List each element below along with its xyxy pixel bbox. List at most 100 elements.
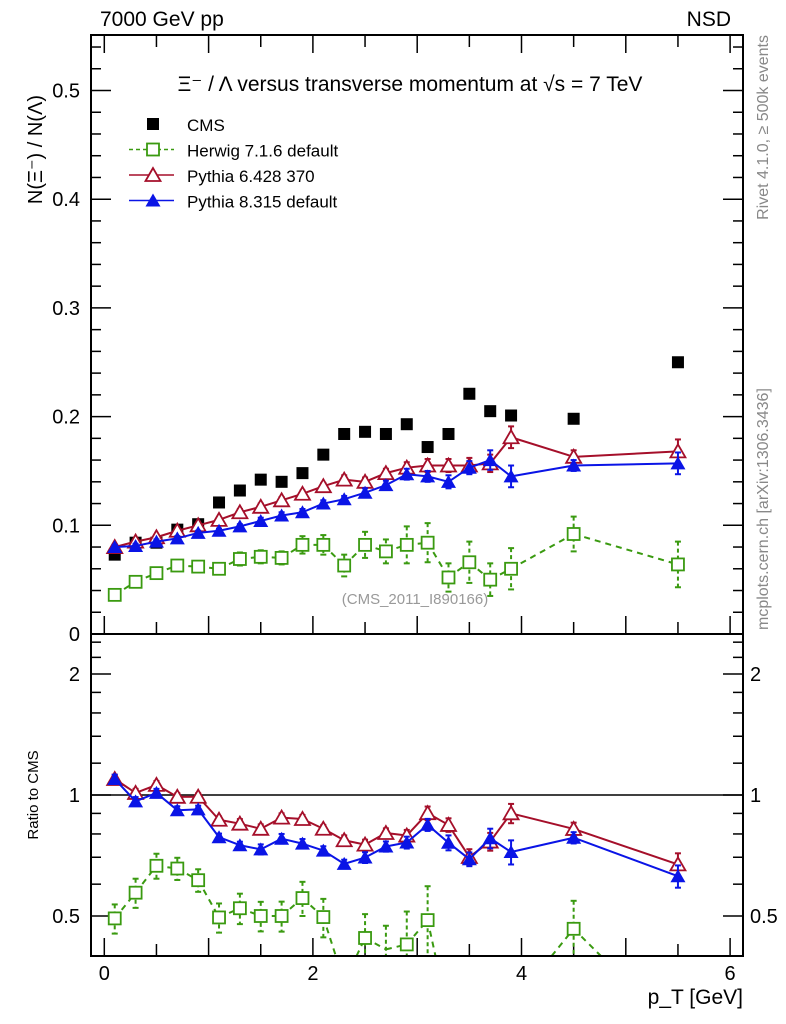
herwig-7-1-6-default-point xyxy=(170,558,185,573)
pythia-8-315-default-ratio-point xyxy=(399,835,415,849)
pythia-8-315-default-point xyxy=(274,508,290,522)
herwig-7-1-6-default-point xyxy=(253,549,268,564)
pythia-8-315-default-ratio-point xyxy=(315,843,331,857)
pythia-8-315-default-line-segment xyxy=(573,462,678,467)
x-tick-label: 0 xyxy=(99,963,110,985)
pythia-8-315-default-line-segment xyxy=(573,836,679,878)
chart-title: Ξ⁻ / Λ versus transverse momentum at √s … xyxy=(178,73,643,96)
pythia-8-315-default-ratio-point xyxy=(128,794,144,808)
herwig-7-1-6-default-point xyxy=(337,558,352,573)
ratio-panel-frame xyxy=(90,633,744,957)
legend-marker-pythia-6-428-370 xyxy=(143,166,163,182)
pythia-6-428-370-point xyxy=(293,484,312,501)
pythia-8-315-default-point xyxy=(253,513,269,527)
herwig-7-1-6-default-line-segment xyxy=(510,533,575,570)
herwig-7-1-6-default-ratio-point xyxy=(253,909,268,923)
herwig-7-1-6-default-point xyxy=(399,537,414,552)
pythia-6-428-370-point xyxy=(251,498,270,514)
pythia-6-428-370-ratio-point xyxy=(314,819,333,836)
ratio-tick-label-right: 0.5 xyxy=(750,906,778,928)
pythia-6-428-370-ratio-point xyxy=(168,788,187,804)
pythia-8-315-default-point xyxy=(190,525,206,539)
cms-point xyxy=(338,427,351,440)
mcplots-note: mcplots.cern.ch [arXiv:1306.3436] xyxy=(755,388,772,630)
ratio-tick-label: 2 xyxy=(69,664,80,686)
herwig-7-1-6-default-point xyxy=(420,535,435,550)
pythia-8-315-default-line-segment xyxy=(510,836,574,853)
legend-label-pythia-6-428-370: Pythia 6.428 370 xyxy=(187,167,315,186)
header-left: 7000 GeV pp xyxy=(100,8,224,31)
pythia-8-315-default-ratio-point xyxy=(566,830,582,844)
herwig-7-1-6-default-point xyxy=(107,587,122,602)
cms-point xyxy=(213,496,226,509)
x-axis-label: p_T [GeV] xyxy=(648,986,743,1009)
cms-point xyxy=(671,356,684,369)
pythia-8-315-default-ratio-point xyxy=(420,817,436,831)
pythia-8-315-default-point xyxy=(440,474,456,488)
pythia-8-315-default-point xyxy=(128,538,144,552)
herwig-7-1-6-default-line-segment xyxy=(385,943,407,951)
herwig-7-1-6-default-point xyxy=(232,552,247,566)
herwig-7-1-6-default-ratio-point xyxy=(316,910,331,924)
herwig-7-1-6-default-ratio-point xyxy=(149,858,164,873)
pythia-6-428-370-ratio-point xyxy=(251,820,270,836)
pythia-6-428-370-point xyxy=(335,470,354,487)
ratio-axis-label: Ratio to CMS xyxy=(25,750,42,839)
herwig-7-1-6-default-point xyxy=(149,566,164,581)
herwig-7-1-6-default-point xyxy=(462,555,477,570)
y-tick-label: 0.2 xyxy=(52,407,80,429)
cms-point xyxy=(442,427,455,440)
pythia-6-428-370-line-segment xyxy=(573,828,679,866)
pythia-8-315-default-line-segment xyxy=(510,464,574,478)
pythia-8-315-default-ratio-point xyxy=(503,845,519,859)
herwig-7-1-6-default-point xyxy=(483,572,498,587)
pythia-6-428-370-point xyxy=(502,428,521,445)
y-tick-label: 0 xyxy=(69,624,80,646)
herwig-7-1-6-default-line-segment xyxy=(550,928,575,957)
rivet-note: Rivet 4.1.0, ≥ 500k events xyxy=(755,35,772,220)
pythia-6-428-370-ratio-point xyxy=(335,831,354,848)
herwig-7-1-6-default-point xyxy=(441,570,456,585)
legend-label-cms: CMS xyxy=(187,116,225,135)
pythia-8-315-default-point xyxy=(148,534,164,548)
pythia-6-428-370-line-segment xyxy=(510,436,574,458)
herwig-7-1-6-default-point xyxy=(274,551,289,565)
pythia-8-315-default-ratio-point xyxy=(336,856,352,870)
cms-point xyxy=(379,427,392,440)
pythia-6-428-370-line-segment xyxy=(573,450,679,458)
pythia-8-315-default-ratio-point xyxy=(211,830,227,844)
x-tick-label: 2 xyxy=(307,963,318,985)
herwig-7-1-6-default-ratio-point xyxy=(212,910,226,925)
pythia-8-315-default-point xyxy=(357,485,373,499)
herwig-7-1-6-default-ratio-point xyxy=(274,909,289,923)
herwig-7-1-6-default-ratio-point xyxy=(295,891,310,905)
legend-label-pythia-8-315-default: Pythia 8.315 default xyxy=(187,193,338,212)
pythia-6-428-370-line-segment xyxy=(510,812,574,830)
cms-point xyxy=(463,387,476,400)
cms-point xyxy=(296,467,309,480)
ratio-tick-label: 0.5 xyxy=(52,906,80,928)
pythia-8-315-default-point xyxy=(378,478,394,492)
cms-point xyxy=(484,405,497,418)
pythia-8-315-default-ratio-point xyxy=(378,839,394,853)
legend-marker-cms xyxy=(147,118,159,130)
y-tick-label: 0.3 xyxy=(52,298,80,320)
pythia-8-315-default-ratio-point xyxy=(482,831,498,845)
pythia-6-428-370-ratio-point xyxy=(502,804,521,821)
pythia-6-428-370-ratio-point xyxy=(209,810,229,827)
header-right: NSD xyxy=(687,8,731,31)
legend-label-herwig-7-1-6-default: Herwig 7.1.6 default xyxy=(187,142,338,161)
herwig-7-1-6-default-point xyxy=(191,559,206,574)
pythia-6-428-370-ratio-point xyxy=(293,810,312,826)
herwig-7-1-6-default-point xyxy=(295,537,310,552)
cms-point xyxy=(359,425,372,438)
pythia-8-315-default-point xyxy=(399,467,415,481)
pythia-6-428-370-point xyxy=(314,477,333,494)
pythia-8-315-default-ratio-point xyxy=(461,852,477,866)
herwig-7-1-6-default-ratio-point xyxy=(128,885,143,900)
pythia-8-315-default-ratio-point xyxy=(169,803,185,817)
x-tick-label: 6 xyxy=(725,963,736,985)
herwig-7-1-6-default-point xyxy=(504,561,518,576)
cms-point xyxy=(317,448,330,461)
